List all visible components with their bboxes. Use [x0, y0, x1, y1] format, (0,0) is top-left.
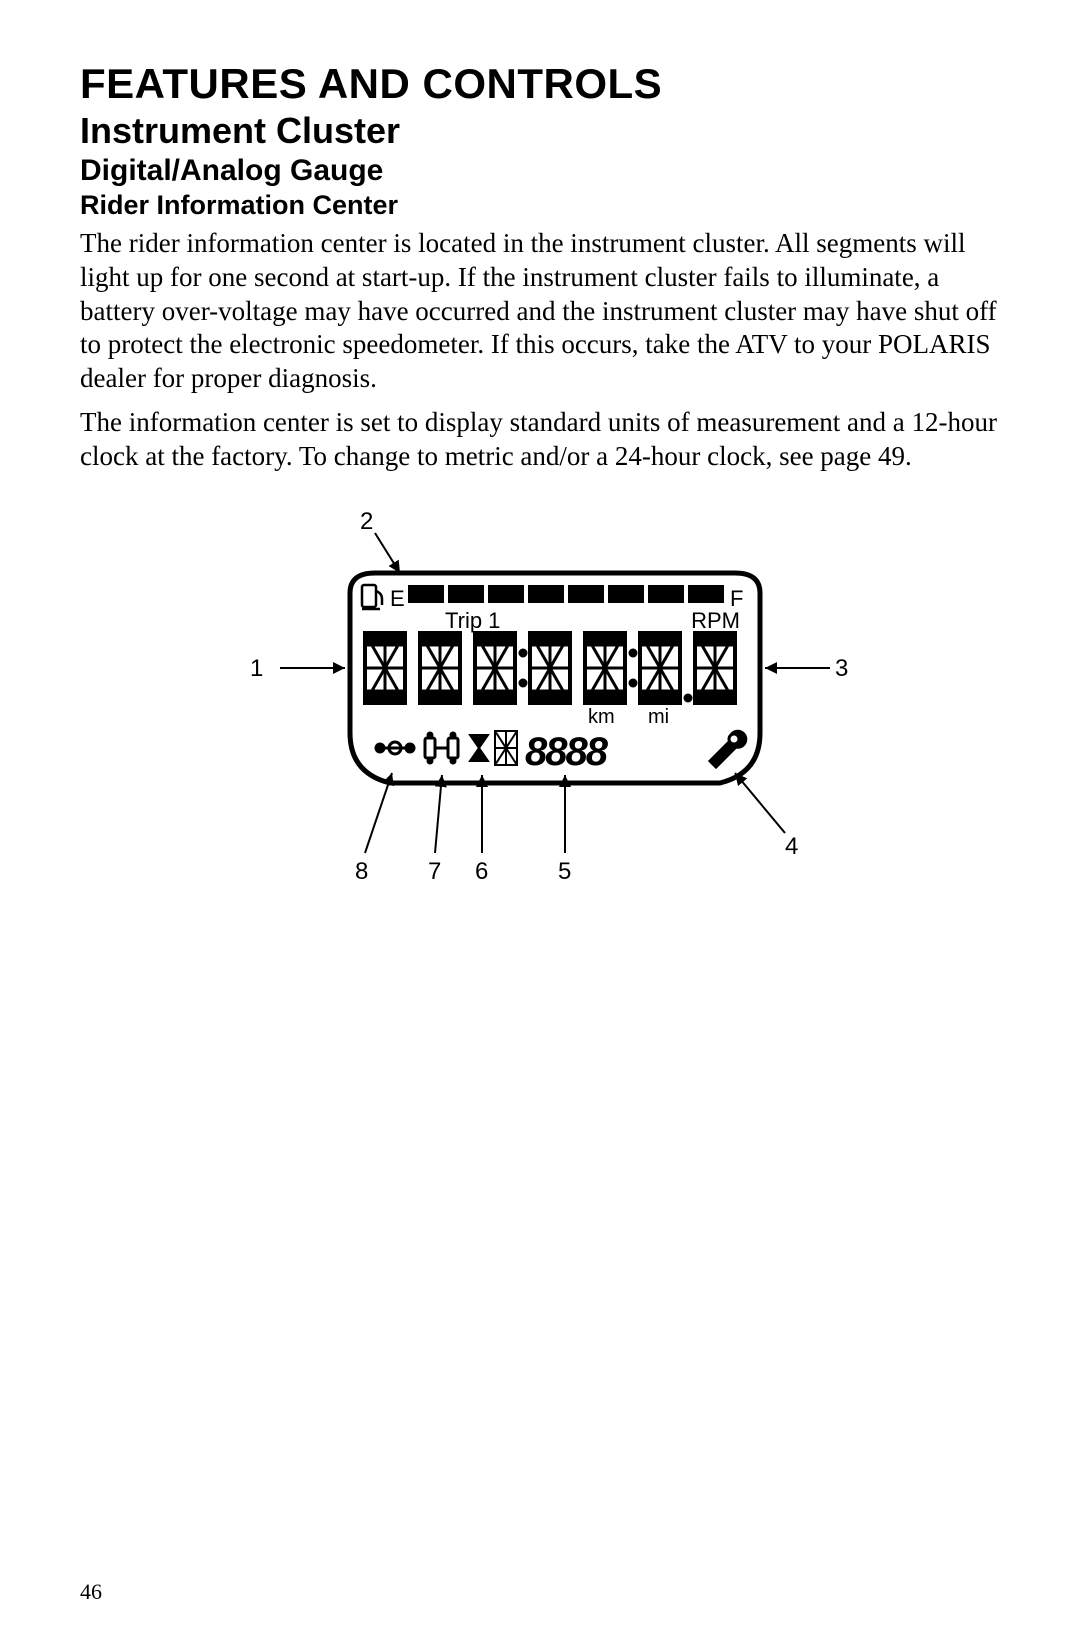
paragraph-1: The rider information center is located … [80, 227, 1000, 396]
label-mi: mi [648, 706, 669, 728]
mini-seg [495, 731, 517, 765]
callout-6: 6 [475, 858, 488, 886]
paragraph-2: The information center is set to display… [80, 406, 1000, 474]
callout-3: 3 [835, 655, 848, 683]
label-empty: E [390, 586, 405, 611]
heading-rider-info: Rider Information Center [80, 190, 1000, 221]
callout-5: 5 [558, 858, 571, 886]
diagram-container: E F Trip 1 RPM [80, 513, 1000, 913]
callout-7: 7 [428, 858, 441, 886]
callout-1: 1 [250, 655, 263, 683]
page-number: 46 [80, 1579, 102, 1605]
label-rpm: RPM [691, 608, 740, 633]
instrument-cluster-diagram: E F Trip 1 RPM [230, 513, 850, 913]
label-km: km [588, 706, 615, 728]
callout-8: 8 [355, 858, 368, 886]
heading-features: FEATURES AND CONTROLS [80, 60, 1000, 108]
cluster-svg: E F Trip 1 RPM [230, 513, 850, 913]
label-digits: 8888 [525, 730, 609, 774]
callout-4: 4 [785, 833, 798, 861]
big-segments [365, 633, 735, 703]
callout-2: 2 [360, 508, 373, 536]
heading-instrument-cluster: Instrument Cluster [80, 110, 1000, 152]
heading-gauge: Digital/Analog Gauge [80, 154, 1000, 188]
label-trip: Trip 1 [445, 608, 500, 633]
